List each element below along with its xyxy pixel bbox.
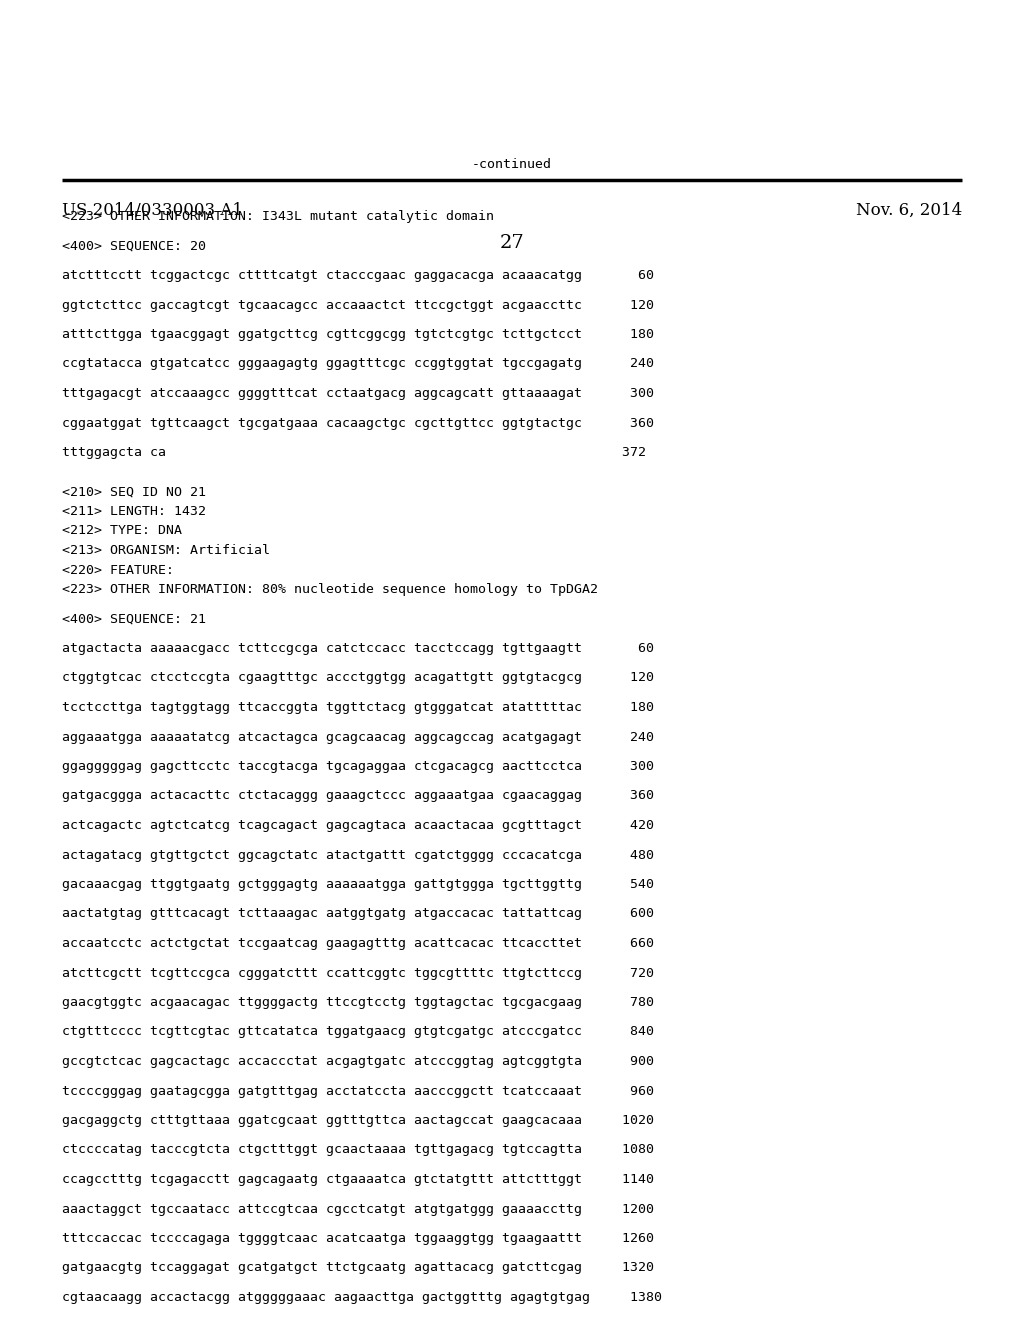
Text: Nov. 6, 2014: Nov. 6, 2014 [856, 202, 962, 219]
Text: tttggagcta ca                                                         372: tttggagcta ca 372 [62, 446, 646, 459]
Text: tccccgggag gaatagcgga gatgtttgag acctatccta aacccggctt tcatccaaat      960: tccccgggag gaatagcgga gatgtttgag acctatc… [62, 1085, 654, 1097]
Text: <211> LENGTH: 1432: <211> LENGTH: 1432 [62, 506, 206, 517]
Text: tcctccttga tagtggtagg ttcaccggta tggttctacg gtgggatcat atatttttac      180: tcctccttga tagtggtagg ttcaccggta tggttct… [62, 701, 654, 714]
Text: atttcttgga tgaacggagt ggatgcttcg cgttcggcgg tgtctcgtgc tcttgctcct      180: atttcttgga tgaacggagt ggatgcttcg cgttcgg… [62, 327, 654, 341]
Text: atcttcgctt tcgttccgca cgggatcttt ccattcggtc tggcgttttc ttgtcttccg      720: atcttcgctt tcgttccgca cgggatcttt ccattcg… [62, 966, 654, 979]
Text: cgtaacaagg accactacgg atgggggaaac aagaacttga gactggtttg agagtgtgag     1380: cgtaacaagg accactacgg atgggggaaac aagaac… [62, 1291, 662, 1304]
Text: -continued: -continued [472, 158, 552, 172]
Text: actagatacg gtgttgctct ggcagctatc atactgattt cgatctgggg cccacatcga      480: actagatacg gtgttgctct ggcagctatc atactga… [62, 849, 654, 862]
Text: ccagcctttg tcgagacctt gagcagaatg ctgaaaatca gtctatgttt attctttggt     1140: ccagcctttg tcgagacctt gagcagaatg ctgaaaa… [62, 1173, 654, 1185]
Text: <212> TYPE: DNA: <212> TYPE: DNA [62, 524, 182, 537]
Text: gccgtctcac gagcactagc accaccctat acgagtgatc atcccggtag agtcggtgta      900: gccgtctcac gagcactagc accaccctat acgagtg… [62, 1055, 654, 1068]
Text: aactatgtag gtttcacagt tcttaaagac aatggtgatg atgaccacac tattattcag      600: aactatgtag gtttcacagt tcttaaagac aatggtg… [62, 908, 654, 920]
Text: atctttcctt tcggactcgc cttttcatgt ctacccgaac gaggacacga acaaacatgg       60: atctttcctt tcggactcgc cttttcatgt ctacccg… [62, 269, 654, 282]
Text: <400> SEQUENCE: 21: <400> SEQUENCE: 21 [62, 612, 206, 626]
Text: 27: 27 [500, 234, 524, 252]
Text: <210> SEQ ID NO 21: <210> SEQ ID NO 21 [62, 486, 206, 499]
Text: gacaaacgag ttggtgaatg gctgggagtg aaaaaatgga gattgtggga tgcttggttg      540: gacaaacgag ttggtgaatg gctgggagtg aaaaaat… [62, 878, 654, 891]
Text: ctgtttcccc tcgttcgtac gttcatatca tggatgaacg gtgtcgatgc atcccgatcc      840: ctgtttcccc tcgttcgtac gttcatatca tggatga… [62, 1026, 654, 1039]
Text: atgactacta aaaaacgacc tcttccgcga catctccacc tacctccagg tgttgaagtt       60: atgactacta aaaaacgacc tcttccgcga catctcc… [62, 642, 654, 655]
Text: tttccaccac tccccagaga tggggtcaac acatcaatga tggaaggtgg tgaagaattt     1260: tttccaccac tccccagaga tggggtcaac acatcaa… [62, 1232, 654, 1245]
Text: <220> FEATURE:: <220> FEATURE: [62, 564, 174, 577]
Text: cggaatggat tgttcaagct tgcgatgaaa cacaagctgc cgcttgttcc ggtgtactgc      360: cggaatggat tgttcaagct tgcgatgaaa cacaagc… [62, 417, 654, 429]
Text: tttgagacgt atccaaagcc ggggtttcat cctaatgacg aggcagcatt gttaaaagat      300: tttgagacgt atccaaagcc ggggtttcat cctaatg… [62, 387, 654, 400]
Text: <400> SEQUENCE: 20: <400> SEQUENCE: 20 [62, 239, 206, 252]
Text: gatgacggga actacacttc ctctacaggg gaaagctccc aggaaatgaa cgaacaggag      360: gatgacggga actacacttc ctctacaggg gaaagct… [62, 789, 654, 803]
Text: ggtctcttcc gaccagtcgt tgcaacagcc accaaactct ttccgctggt acgaaccttc      120: ggtctcttcc gaccagtcgt tgcaacagcc accaaac… [62, 298, 654, 312]
Text: aggaaatgga aaaaatatcg atcactagca gcagcaacag aggcagccag acatgagagt      240: aggaaatgga aaaaatatcg atcactagca gcagcaa… [62, 730, 654, 743]
Text: <223> OTHER INFORMATION: I343L mutant catalytic domain: <223> OTHER INFORMATION: I343L mutant ca… [62, 210, 494, 223]
Text: gatgaacgtg tccaggagat gcatgatgct ttctgcaatg agattacacg gatcttcgag     1320: gatgaacgtg tccaggagat gcatgatgct ttctgca… [62, 1262, 654, 1275]
Text: ctggtgtcac ctcctccgta cgaagtttgc accctggtgg acagattgtt ggtgtacgcg      120: ctggtgtcac ctcctccgta cgaagtttgc accctgg… [62, 672, 654, 685]
Text: gaacgtggtc acgaacagac ttggggactg ttccgtcctg tggtagctac tgcgacgaag      780: gaacgtggtc acgaacagac ttggggactg ttccgtc… [62, 997, 654, 1008]
Text: ggagggggag gagcttcctc taccgtacga tgcagaggaa ctcgacagcg aacttcctca      300: ggagggggag gagcttcctc taccgtacga tgcagag… [62, 760, 654, 774]
Text: gacgaggctg ctttgttaaa ggatcgcaat ggtttgttca aactagccat gaagcacaaa     1020: gacgaggctg ctttgttaaa ggatcgcaat ggtttgt… [62, 1114, 654, 1127]
Text: <223> OTHER INFORMATION: 80% nucleotide sequence homology to TpDGA2: <223> OTHER INFORMATION: 80% nucleotide … [62, 583, 598, 597]
Text: ctccccatag tacccgtcta ctgctttggt gcaactaaaa tgttgagacg tgtccagtta     1080: ctccccatag tacccgtcta ctgctttggt gcaacta… [62, 1143, 654, 1156]
Text: aaactaggct tgccaatacc attccgtcaa cgcctcatgt atgtgatggg gaaaaccttg     1200: aaactaggct tgccaatacc attccgtcaa cgcctca… [62, 1203, 654, 1216]
Text: US 2014/0330003 A1: US 2014/0330003 A1 [62, 202, 243, 219]
Text: actcagactc agtctcatcg tcagcagact gagcagtaca acaactacaa gcgtttagct      420: actcagactc agtctcatcg tcagcagact gagcagt… [62, 818, 654, 832]
Text: ccgtatacca gtgatcatcc gggaagagtg ggagtttcgc ccggtggtat tgccgagatg      240: ccgtatacca gtgatcatcc gggaagagtg ggagttt… [62, 358, 654, 371]
Text: <213> ORGANISM: Artificial: <213> ORGANISM: Artificial [62, 544, 270, 557]
Text: accaatcctc actctgctat tccgaatcag gaagagtttg acattcacac ttcaccttet      660: accaatcctc actctgctat tccgaatcag gaagagt… [62, 937, 654, 950]
